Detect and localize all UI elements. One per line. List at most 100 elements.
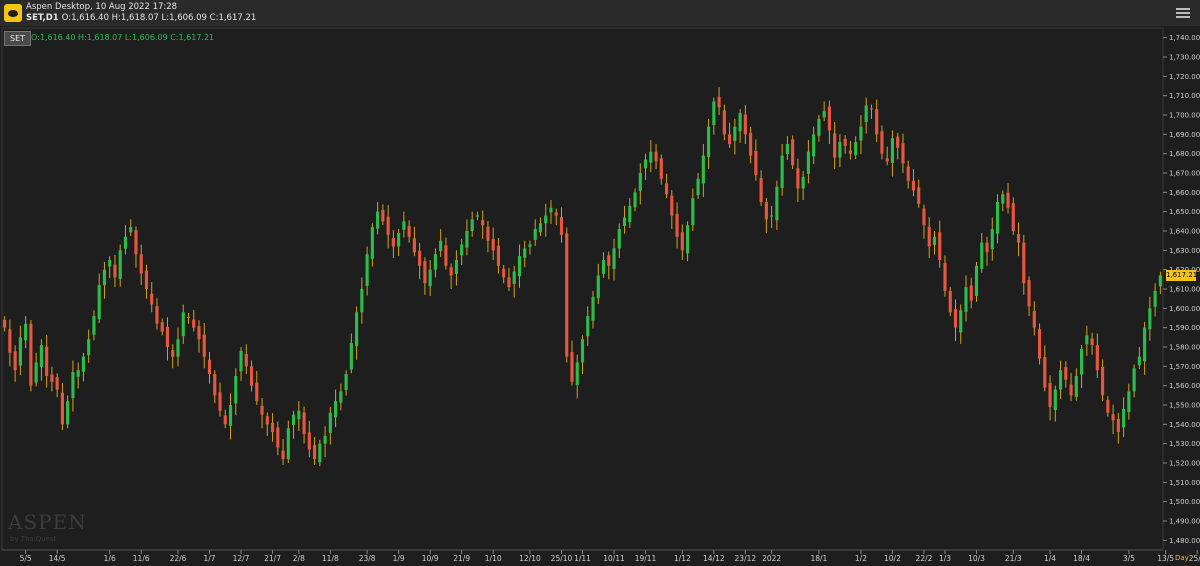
candle-down xyxy=(50,374,54,382)
candle-down xyxy=(260,405,264,415)
x-tick-label: 10/9 xyxy=(422,554,439,563)
candle-down xyxy=(764,202,768,220)
candle-down xyxy=(407,225,411,237)
candle-down xyxy=(880,131,884,154)
candle-down xyxy=(607,255,611,266)
candle-down xyxy=(3,319,7,328)
x-tick-label: 21/3 xyxy=(1005,554,1022,563)
candle-up xyxy=(475,215,480,217)
candle-down xyxy=(1006,192,1010,208)
candle-down xyxy=(507,277,511,288)
candle-up xyxy=(822,111,826,118)
y-tick-label: 1,530.00 xyxy=(1169,440,1200,448)
symbol-badge[interactable]: SET xyxy=(4,31,32,46)
x-tick-label: 19/11 xyxy=(635,554,657,563)
candle-up xyxy=(39,345,43,368)
candle-up xyxy=(297,410,301,420)
x-tick-label: 1/6 xyxy=(104,554,116,563)
candle-up xyxy=(1127,391,1131,412)
candle-down xyxy=(8,329,12,353)
plot-frame xyxy=(1,27,1164,551)
title-bar: Aspen Desktop, 10 Aug 2022 17:28 SET,D1 O… xyxy=(0,0,1200,26)
candle-up xyxy=(854,142,858,156)
candle-up xyxy=(890,138,895,163)
candle-up xyxy=(349,343,353,370)
candle-up xyxy=(328,412,332,433)
candle-down xyxy=(554,212,558,216)
candle-up xyxy=(365,254,369,286)
x-tick-label: 21/9 xyxy=(453,554,470,563)
candle-up xyxy=(517,256,522,277)
candle-down xyxy=(896,136,900,148)
x-tick-label: 11/6 xyxy=(133,554,150,563)
candle-down xyxy=(1106,399,1110,413)
candle-down xyxy=(218,392,222,411)
candle-up xyxy=(864,105,868,122)
candle-up xyxy=(696,178,700,196)
candle-down xyxy=(496,245,501,266)
x-tick-label: 25/10 xyxy=(551,554,573,563)
candle-down xyxy=(911,180,916,191)
candle-down xyxy=(381,210,385,222)
candle-up xyxy=(360,289,364,313)
candle-down xyxy=(192,319,196,328)
candle-down xyxy=(55,377,59,390)
candle-up xyxy=(181,312,185,337)
candle-up xyxy=(123,236,128,249)
candle-down xyxy=(565,233,569,357)
x-tick-label: 21/7 xyxy=(264,554,281,563)
x-tick-label: 1/4 xyxy=(1044,554,1056,563)
candle-up xyxy=(733,126,737,141)
y-tick-label: 1,500.00 xyxy=(1169,498,1200,506)
x-tick-label: 5/5 xyxy=(20,554,32,563)
candle-down xyxy=(276,427,280,448)
candle-down xyxy=(559,217,564,235)
candle-down xyxy=(1111,414,1115,421)
candle-up xyxy=(286,428,290,460)
candle-up xyxy=(544,215,548,224)
candle-down xyxy=(1032,311,1036,328)
x-tick-label: 18/1 xyxy=(810,554,827,563)
y-tick-label: 1,580.00 xyxy=(1169,344,1200,352)
candle-up xyxy=(318,443,322,463)
hamburger-menu-icon[interactable] xyxy=(1176,6,1190,20)
candle-up xyxy=(712,101,716,126)
candle-down xyxy=(313,444,317,460)
candle-down xyxy=(223,415,227,425)
candle-down xyxy=(1101,367,1105,396)
x-tick-label: 1/3 xyxy=(939,554,951,563)
candle-down xyxy=(1037,329,1042,359)
candle-up xyxy=(239,350,243,372)
candle-down xyxy=(943,263,947,291)
candle-down xyxy=(749,132,753,156)
x-tick-label: 1/7 xyxy=(203,554,215,563)
y-tick-label: 1,680.00 xyxy=(1169,150,1200,158)
candle-up xyxy=(707,126,711,158)
x-tick-label: 12/10 xyxy=(519,554,541,563)
candle-up xyxy=(234,376,238,404)
candle-up xyxy=(580,339,585,363)
candle-down xyxy=(938,232,942,260)
candle-down xyxy=(927,226,931,247)
candle-down xyxy=(875,109,879,135)
candle-up xyxy=(586,316,590,337)
candle-up xyxy=(638,173,642,191)
candle-up xyxy=(575,362,579,385)
candle-down xyxy=(423,261,427,284)
candle-up xyxy=(370,227,374,259)
candle-up xyxy=(701,155,705,184)
candle-up xyxy=(18,337,22,366)
candle-down xyxy=(843,138,847,146)
candle-down xyxy=(796,168,800,189)
candle-down xyxy=(255,382,259,402)
candle-up xyxy=(622,217,627,226)
candle-down xyxy=(249,366,254,386)
candle-down xyxy=(901,143,905,164)
candle-up xyxy=(460,244,464,256)
candle-down xyxy=(265,416,269,425)
x-tick-label: 1/9 xyxy=(393,554,405,563)
x-tick-label: 22/6 xyxy=(170,554,187,563)
ohlc-header: O:1,616.40 H:1,618.07 L:1,606.09 C:1,617… xyxy=(61,13,257,23)
candle-up xyxy=(34,362,38,383)
